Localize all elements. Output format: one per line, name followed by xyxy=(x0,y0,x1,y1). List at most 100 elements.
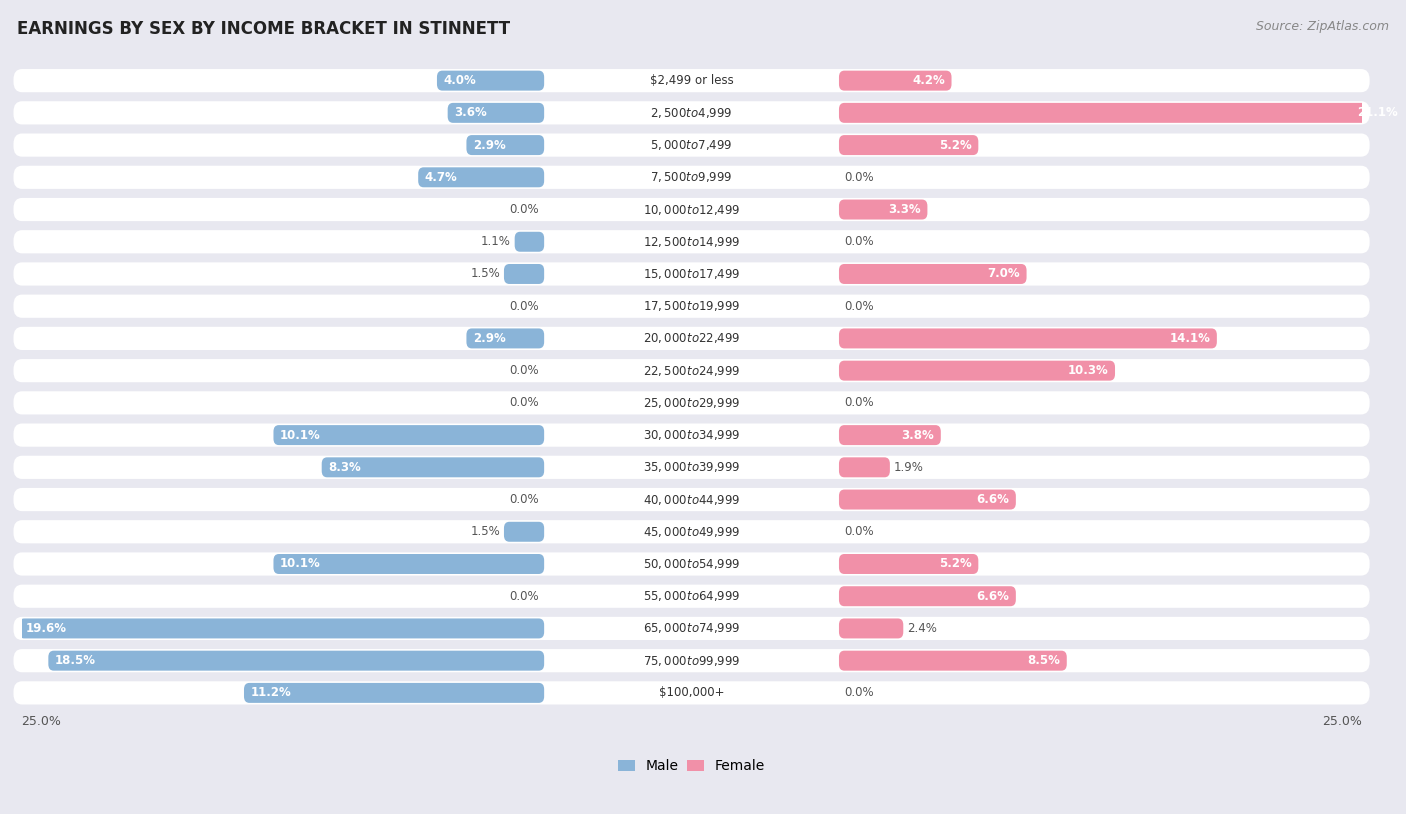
FancyBboxPatch shape xyxy=(839,199,928,220)
FancyBboxPatch shape xyxy=(503,522,544,542)
Text: 11.2%: 11.2% xyxy=(250,686,291,699)
Text: $65,000 to $74,999: $65,000 to $74,999 xyxy=(643,621,741,636)
FancyBboxPatch shape xyxy=(14,456,1369,479)
Text: 0.0%: 0.0% xyxy=(845,396,875,409)
Text: $35,000 to $39,999: $35,000 to $39,999 xyxy=(643,461,741,475)
Text: 0.0%: 0.0% xyxy=(509,493,538,506)
FancyBboxPatch shape xyxy=(14,262,1369,286)
FancyBboxPatch shape xyxy=(14,553,1369,575)
FancyBboxPatch shape xyxy=(839,328,1216,348)
Text: 2.9%: 2.9% xyxy=(474,138,506,151)
FancyBboxPatch shape xyxy=(467,135,544,155)
FancyBboxPatch shape xyxy=(48,650,544,671)
Text: 3.6%: 3.6% xyxy=(454,107,486,120)
Text: Source: ZipAtlas.com: Source: ZipAtlas.com xyxy=(1256,20,1389,33)
Text: $45,000 to $49,999: $45,000 to $49,999 xyxy=(643,525,741,539)
Text: $5,000 to $7,499: $5,000 to $7,499 xyxy=(651,138,733,152)
Text: 10.3%: 10.3% xyxy=(1067,364,1108,377)
FancyBboxPatch shape xyxy=(14,101,1369,125)
Text: 0.0%: 0.0% xyxy=(845,235,875,248)
Text: 3.3%: 3.3% xyxy=(889,203,921,216)
Text: 4.7%: 4.7% xyxy=(425,171,457,184)
Text: 2.4%: 2.4% xyxy=(907,622,938,635)
FancyBboxPatch shape xyxy=(14,327,1369,350)
Text: 5.2%: 5.2% xyxy=(939,558,972,571)
Text: 2.9%: 2.9% xyxy=(474,332,506,345)
FancyBboxPatch shape xyxy=(14,69,1369,92)
FancyBboxPatch shape xyxy=(14,617,1369,640)
FancyBboxPatch shape xyxy=(839,457,890,477)
Text: 4.0%: 4.0% xyxy=(444,74,477,87)
FancyBboxPatch shape xyxy=(839,650,1067,671)
Text: 0.0%: 0.0% xyxy=(509,589,538,602)
FancyBboxPatch shape xyxy=(14,520,1369,544)
FancyBboxPatch shape xyxy=(273,554,544,574)
Text: 0.0%: 0.0% xyxy=(509,396,538,409)
FancyBboxPatch shape xyxy=(503,264,544,284)
Text: 0.0%: 0.0% xyxy=(509,203,538,216)
Text: $30,000 to $34,999: $30,000 to $34,999 xyxy=(643,428,741,442)
Text: 25.0%: 25.0% xyxy=(21,715,62,728)
FancyBboxPatch shape xyxy=(839,361,1115,381)
Text: $100,000+: $100,000+ xyxy=(659,686,724,699)
Text: 1.5%: 1.5% xyxy=(470,525,501,538)
Text: $12,500 to $14,999: $12,500 to $14,999 xyxy=(643,234,741,249)
Text: 6.6%: 6.6% xyxy=(976,493,1010,506)
FancyBboxPatch shape xyxy=(14,649,1369,672)
Text: 1.5%: 1.5% xyxy=(470,268,501,281)
FancyBboxPatch shape xyxy=(14,359,1369,383)
Text: 25.0%: 25.0% xyxy=(1322,715,1361,728)
Text: $40,000 to $44,999: $40,000 to $44,999 xyxy=(643,492,741,506)
Text: 0.0%: 0.0% xyxy=(509,300,538,313)
Text: 18.5%: 18.5% xyxy=(55,654,96,667)
FancyBboxPatch shape xyxy=(839,135,979,155)
Text: $22,500 to $24,999: $22,500 to $24,999 xyxy=(643,364,741,378)
Text: 0.0%: 0.0% xyxy=(509,364,538,377)
FancyBboxPatch shape xyxy=(418,168,544,187)
Text: $20,000 to $22,499: $20,000 to $22,499 xyxy=(643,331,741,345)
FancyBboxPatch shape xyxy=(447,103,544,123)
FancyBboxPatch shape xyxy=(839,489,1017,510)
Text: $15,000 to $17,499: $15,000 to $17,499 xyxy=(643,267,741,281)
FancyBboxPatch shape xyxy=(14,392,1369,414)
Text: 0.0%: 0.0% xyxy=(845,525,875,538)
Text: $2,499 or less: $2,499 or less xyxy=(650,74,734,87)
Text: 8.3%: 8.3% xyxy=(329,461,361,474)
Text: 19.6%: 19.6% xyxy=(25,622,66,635)
Text: 7.0%: 7.0% xyxy=(987,268,1019,281)
Text: $25,000 to $29,999: $25,000 to $29,999 xyxy=(643,396,740,410)
Text: $2,500 to $4,999: $2,500 to $4,999 xyxy=(651,106,733,120)
FancyBboxPatch shape xyxy=(467,328,544,348)
Text: $55,000 to $64,999: $55,000 to $64,999 xyxy=(643,589,741,603)
Text: $50,000 to $54,999: $50,000 to $54,999 xyxy=(643,557,741,571)
FancyBboxPatch shape xyxy=(14,295,1369,317)
FancyBboxPatch shape xyxy=(18,619,544,638)
Text: 0.0%: 0.0% xyxy=(845,171,875,184)
Text: 1.9%: 1.9% xyxy=(894,461,924,474)
Text: 4.2%: 4.2% xyxy=(912,74,945,87)
FancyBboxPatch shape xyxy=(14,166,1369,189)
Text: 14.1%: 14.1% xyxy=(1170,332,1211,345)
Text: 3.8%: 3.8% xyxy=(901,429,934,442)
FancyBboxPatch shape xyxy=(14,681,1369,704)
FancyBboxPatch shape xyxy=(245,683,544,702)
FancyBboxPatch shape xyxy=(839,71,952,90)
Text: 1.1%: 1.1% xyxy=(481,235,510,248)
FancyBboxPatch shape xyxy=(14,488,1369,511)
Text: 0.0%: 0.0% xyxy=(845,686,875,699)
FancyBboxPatch shape xyxy=(839,425,941,445)
FancyBboxPatch shape xyxy=(839,103,1405,123)
Text: $17,500 to $19,999: $17,500 to $19,999 xyxy=(643,300,741,313)
FancyBboxPatch shape xyxy=(839,264,1026,284)
FancyBboxPatch shape xyxy=(14,584,1369,608)
Text: $10,000 to $12,499: $10,000 to $12,499 xyxy=(643,203,741,217)
Text: EARNINGS BY SEX BY INCOME BRACKET IN STINNETT: EARNINGS BY SEX BY INCOME BRACKET IN STI… xyxy=(17,20,510,38)
FancyBboxPatch shape xyxy=(14,198,1369,221)
Text: 21.1%: 21.1% xyxy=(1357,107,1398,120)
Legend: Male, Female: Male, Female xyxy=(613,754,770,779)
FancyBboxPatch shape xyxy=(839,619,903,638)
FancyBboxPatch shape xyxy=(437,71,544,90)
Text: 8.5%: 8.5% xyxy=(1028,654,1060,667)
FancyBboxPatch shape xyxy=(14,423,1369,447)
Text: 6.6%: 6.6% xyxy=(976,589,1010,602)
